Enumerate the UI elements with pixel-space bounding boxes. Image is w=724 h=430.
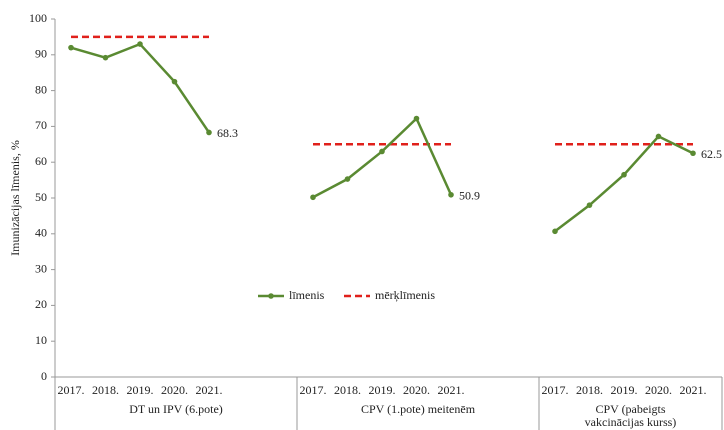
y-tick-label: 60 — [35, 154, 47, 168]
x-tick-label: 2018. — [92, 383, 119, 397]
x-tick-label: 2021. — [680, 383, 707, 397]
x-tick-label: 2021. — [196, 383, 223, 397]
x-tick-label: 2018. — [576, 383, 603, 397]
x-tick-label: 2021. — [438, 383, 465, 397]
y-tick-label: 70 — [35, 118, 47, 132]
level-point — [137, 41, 143, 47]
group-label-box: DT un IPV (6.pote) — [129, 403, 223, 416]
level-point — [310, 194, 316, 201]
level-line — [554, 134, 694, 233]
y-tick-label: 100 — [29, 11, 47, 25]
level-point — [552, 228, 558, 235]
level-point — [690, 150, 696, 157]
data-label: 68.3 — [217, 126, 238, 140]
group-label: DT un IPV (6.pote) — [129, 403, 223, 416]
group-label: CPV (1.pote) meitenēm — [360, 403, 476, 416]
y-tick-label: 90 — [35, 47, 47, 61]
level-point — [621, 171, 627, 178]
level-point — [413, 115, 420, 122]
level-point — [448, 191, 454, 198]
x-tick-label: 2017. — [542, 383, 569, 397]
x-tick-label: 2020. — [645, 383, 672, 397]
legend-label: mērķlīmenis — [375, 288, 435, 302]
x-tick-label: 2020. — [161, 383, 188, 397]
level-line — [70, 42, 211, 134]
y-tick-label: 20 — [35, 297, 47, 311]
level-point — [344, 176, 351, 182]
y-tick-label: 10 — [35, 333, 47, 347]
x-tick-label: 2017. — [300, 383, 327, 397]
y-tick-label: 0 — [41, 369, 47, 383]
x-tick-label: 2017. — [58, 383, 85, 397]
x-tick-label: 2019. — [611, 383, 638, 397]
level-point — [171, 78, 178, 85]
x-tick-label: 2020. — [403, 383, 430, 397]
legend-marker — [268, 293, 274, 299]
y-tick-label: 50 — [35, 190, 47, 204]
level-point — [655, 133, 662, 140]
y-axis-label: Imunizācijas līmenis, % — [8, 140, 22, 256]
group-label-box: CPV (1.pote) meitenēm — [360, 403, 476, 416]
data-label: 50.9 — [459, 189, 480, 203]
level-point — [102, 54, 109, 61]
y-tick-label: 80 — [35, 82, 47, 96]
legend-label: līmenis — [289, 288, 325, 302]
x-tick-label: 2018. — [334, 383, 361, 397]
y-tick-label: 30 — [35, 261, 47, 275]
level-point — [379, 148, 385, 155]
x-tick-label: 2019. — [369, 383, 396, 397]
level-point — [68, 44, 74, 51]
data-label: 62.5 — [701, 147, 722, 161]
level-line — [312, 116, 453, 199]
level-point — [206, 129, 212, 136]
group-label: CPV (pabeigts vakcinācijas kurss) meiten… — [584, 403, 677, 430]
level-point — [586, 202, 593, 208]
group-label-box: CPV (pabeigts vakcinācijas kurss) meiten… — [584, 403, 677, 430]
x-tick-label: 2019. — [127, 383, 154, 397]
y-tick-label: 40 — [35, 226, 47, 240]
